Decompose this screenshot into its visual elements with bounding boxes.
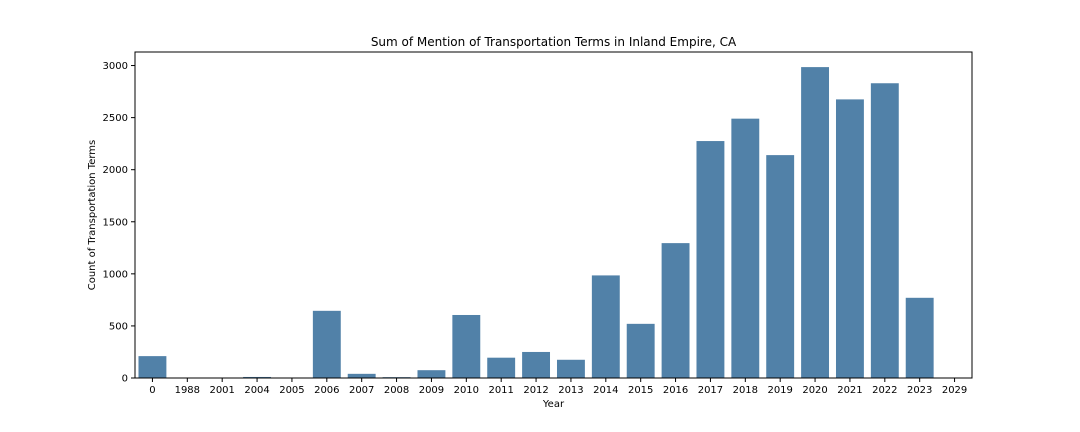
bars-layer <box>138 67 969 379</box>
x-tick-label: 2011 <box>488 385 513 396</box>
x-tick-label: 2016 <box>663 385 688 396</box>
y-tick-label: 3000 <box>103 61 128 72</box>
x-tick-label: 2010 <box>454 385 479 396</box>
x-tick-label: 2009 <box>419 385 444 396</box>
bar-2012 <box>522 351 551 378</box>
x-tick-label: 2001 <box>209 385 234 396</box>
bar-2011 <box>487 357 516 378</box>
x-tick-label: 2005 <box>279 385 304 396</box>
x-tick-label: 2021 <box>837 385 862 396</box>
x-tick-label: 2029 <box>942 385 967 396</box>
x-tick-label: 2023 <box>907 385 932 396</box>
x-tick-label: 2018 <box>733 385 758 396</box>
x-tick-label: 2007 <box>349 385 374 396</box>
x-tick-label: 2020 <box>802 385 827 396</box>
bar-2019 <box>766 155 795 378</box>
bar-2023 <box>905 297 934 378</box>
bar-2017 <box>696 141 725 378</box>
bar-0 <box>138 356 167 378</box>
x-tick-label: 2012 <box>523 385 548 396</box>
y-tick-label: 2500 <box>103 113 128 124</box>
bar-2022 <box>870 83 899 379</box>
x-tick-label: 1988 <box>175 385 200 396</box>
bar-2015 <box>626 323 655 378</box>
x-tick-label: 2006 <box>314 385 339 396</box>
bar-2014 <box>591 275 620 378</box>
y-tick-label: 2000 <box>103 165 128 176</box>
x-tick-label: 2014 <box>593 385 618 396</box>
y-tick-label: 0 <box>122 374 128 385</box>
x-axis-ticks: 0 1988 2001 2004 2005 2006 2007 2008 2009 2010 201… <box>149 378 967 396</box>
y-tick-label: 500 <box>109 321 128 332</box>
bar-2010 <box>452 314 481 378</box>
x-tick-label: 2004 <box>244 385 269 396</box>
x-tick-label: 2013 <box>558 385 583 396</box>
x-tick-label: 2022 <box>872 385 897 396</box>
bar-2009 <box>417 370 446 378</box>
bar-2006 <box>312 310 341 378</box>
bar-2021 <box>835 99 864 379</box>
x-axis-label: Year <box>542 399 565 410</box>
bar-2004 <box>243 376 272 378</box>
x-tick-label: 2008 <box>384 385 409 396</box>
bar-2016 <box>661 243 690 378</box>
x-tick-label: 2019 <box>767 385 792 396</box>
y-tick-label: 1000 <box>103 269 128 280</box>
bar-2020 <box>801 67 830 378</box>
x-tick-label: 2015 <box>628 385 653 396</box>
chart-title: Sum of Mention of Transportation Terms i… <box>371 35 737 49</box>
bar-2013 <box>556 359 585 378</box>
x-tick-label: 2017 <box>698 385 723 396</box>
bar-2007 <box>347 373 376 378</box>
x-tick-label: 0 <box>149 385 155 396</box>
y-axis-label: Count of Transportation Terms <box>87 140 98 291</box>
plot-frame <box>134 51 973 379</box>
y-axis-ticks: 0 500 1000 1500 2000 2500 3000 <box>103 61 135 385</box>
y-tick-label: 1500 <box>103 217 128 228</box>
bar-2018 <box>731 118 760 379</box>
